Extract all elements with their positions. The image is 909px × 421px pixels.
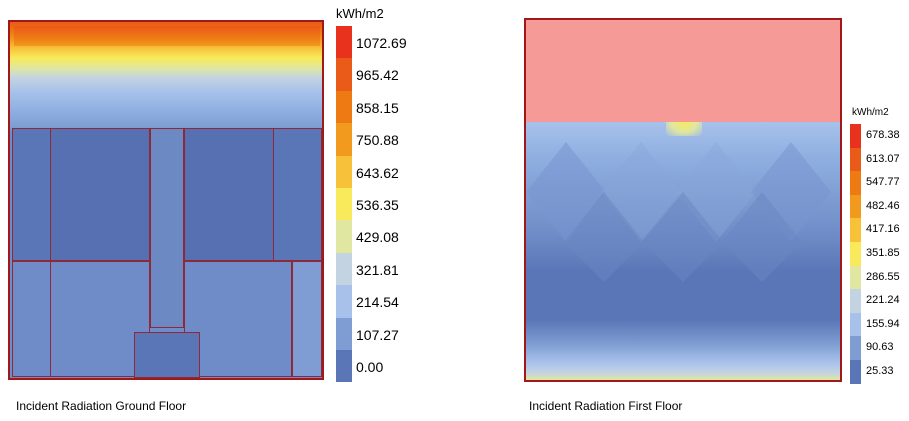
legend-swatch	[850, 242, 861, 266]
legend-swatch	[850, 312, 861, 337]
first-floor-figure: kWh/m2 678.38 613.07 547.77 482.46 417.16 351…	[450, 0, 909, 421]
diamond-5	[564, 192, 644, 282]
room-bottom-right	[184, 261, 292, 377]
legend-tick-label: 858.15	[356, 99, 399, 116]
legend-swatch	[336, 90, 352, 124]
legend-swatch	[336, 285, 352, 318]
ground-floor-legend: kWh/m2 1072.69 965.42 858.15 750.88 643.62 53…	[334, 0, 444, 390]
first-floor-legend: kWh/m2 678.38 613.07 547.77 482.46 417.16 351…	[848, 0, 909, 390]
legend-tick-label: 0.00	[356, 359, 384, 375]
legend-swatch	[336, 155, 352, 188]
legend-tick-label: 965.42	[356, 67, 399, 84]
legend-swatch	[850, 218, 861, 242]
first-floor-radiation-map	[524, 18, 842, 382]
legend-swatch	[336, 58, 352, 91]
legend-tick-label: 678.38	[866, 129, 900, 141]
top-hotspot	[666, 122, 702, 136]
legend-unit: kWh/m2	[336, 6, 384, 21]
legend-tick-label: 321.81	[356, 261, 399, 278]
room-inner-top-right	[184, 128, 274, 261]
roof-zone	[526, 20, 840, 123]
legend-tick-label: 536.35	[356, 197, 399, 213]
legend-tick-label: 429.08	[356, 229, 399, 246]
legend-tick-label: 214.54	[356, 294, 399, 311]
room-bottom-left-inner	[50, 261, 150, 377]
diamond-7	[722, 192, 802, 282]
ground-floor-radiation-map	[8, 20, 324, 380]
legend-tick-label: 417.16	[866, 223, 900, 236]
corridor	[150, 128, 184, 328]
legend-tick-label: 221.24	[866, 294, 900, 307]
legend-tick-label: 750.88	[356, 132, 399, 149]
legend-swatch	[850, 194, 861, 219]
room-bottom-right-edge	[292, 261, 322, 377]
ground-floor-figure: kWh/m2 1072.69 965.42 858.15 750.88 643.62 53…	[0, 0, 450, 421]
legend-tick-label: 25.33	[866, 365, 894, 377]
legend-swatch	[336, 188, 352, 221]
legend-tick-label: 107.27	[356, 326, 399, 343]
legend-unit: kWh/m2	[852, 107, 889, 118]
legend-swatch	[850, 289, 861, 313]
legend-tick-label: 155.94	[866, 317, 900, 330]
legend-swatch	[336, 317, 352, 350]
legend-tick-label: 286.55	[866, 270, 900, 283]
legend-swatch	[850, 171, 861, 195]
first-floor-caption: Incident Radiation First Floor	[529, 399, 683, 413]
legend-swatch	[850, 360, 861, 384]
bottom-gradient	[526, 320, 840, 380]
legend-swatch	[850, 336, 861, 360]
legend-swatch	[850, 265, 861, 290]
legend-tick-label: 1072.69	[356, 35, 407, 51]
legend-tick-label: 613.07	[866, 152, 900, 165]
legend-tick-label: 547.77	[866, 176, 900, 189]
legend-swatch	[850, 147, 861, 172]
legend-swatch	[336, 252, 352, 286]
hot-band	[14, 26, 320, 46]
diamond-6	[643, 192, 723, 282]
legend-swatch	[336, 350, 352, 383]
legend-swatch	[336, 26, 352, 59]
legend-swatch	[336, 123, 352, 156]
legend-tick-label: 643.62	[356, 164, 399, 181]
ground-floor-caption: Incident Radiation Ground Floor	[16, 399, 187, 413]
room-inner-top-left	[50, 128, 150, 261]
legend-swatch	[850, 124, 861, 148]
legend-tick-label: 351.85	[866, 247, 900, 259]
legend-tick-label: 482.46	[866, 199, 900, 212]
legend-tick-label: 90.63	[866, 341, 894, 354]
legend-swatch	[336, 220, 352, 253]
diamond-pattern	[526, 142, 831, 282]
entrance	[134, 332, 200, 378]
